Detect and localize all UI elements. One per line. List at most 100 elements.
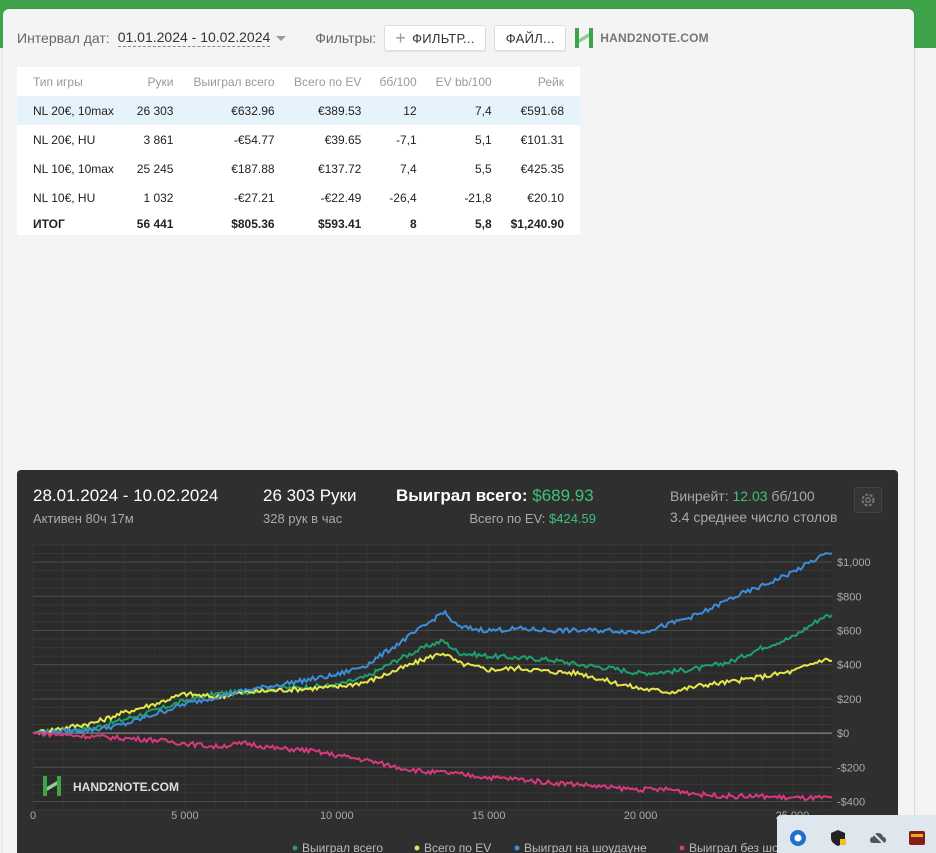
graph-winrate-label: Винрейт: <box>670 488 729 504</box>
cell-won: $805.36 <box>231 216 275 231</box>
chart-y-tick-label: $200 <box>837 694 861 706</box>
chart-watermark-logo: HAND2NOTE.COM <box>43 776 179 796</box>
cell-hands: 3 861 <box>143 132 174 147</box>
toolbar: Интервал дат: 01.01.2024 - 10.02.2024 Фи… <box>17 24 709 52</box>
chart-plot-area <box>33 545 832 810</box>
chart-series-line <box>32 552 833 736</box>
cell-won: -€27.21 <box>233 190 275 205</box>
chart-y-tick-label: $600 <box>837 625 861 637</box>
cell-ev: -€22.49 <box>320 190 362 205</box>
chart-legend-label: Всего по EV <box>424 841 491 853</box>
col-won[interactable]: Выиграл всего <box>193 74 275 89</box>
table-row[interactable]: NL 10€, 10max 25 245 €187.88 €137.72 7,4… <box>17 154 580 183</box>
file-button-label: ФАЙЛ... <box>505 30 555 46</box>
chart-y-tick-label: $1,000 <box>837 557 871 569</box>
shield-icon[interactable] <box>829 829 847 847</box>
cloud-icon[interactable] <box>869 829 887 847</box>
cell-evbb100: -21,8 <box>464 190 492 205</box>
col-evbb100[interactable]: EV bb/100 <box>435 74 492 89</box>
logo-text: HAND2NOTE.COM <box>600 31 709 45</box>
background-strip <box>914 48 936 853</box>
chart-watermark-text: HAND2NOTE.COM <box>73 780 179 794</box>
cell-bb100: 7,4 <box>399 161 417 176</box>
cell-evbb100: 5,5 <box>474 161 492 176</box>
add-filter-label: ФИЛЬТР... <box>412 30 475 46</box>
cell-bb100: -7,1 <box>395 132 417 147</box>
table-header-row: Тип игры Руки Выиграл всего Всего по EV … <box>17 67 580 96</box>
cell-won: €187.88 <box>231 161 275 176</box>
chart-legend-label: Выиграл всего <box>302 841 383 853</box>
graph-won-label: Выиграл всего: <box>396 486 528 505</box>
chart-x-tick-label: 10 000 <box>320 810 354 822</box>
cell-bb100: 12 <box>377 96 433 126</box>
hand2note-logo-icon <box>43 776 47 796</box>
cell-hands: 26 303 <box>134 96 190 126</box>
session-graph-card: 28.01.2024 - 10.02.2024 Активен 80ч 17м … <box>17 470 898 853</box>
col-hands[interactable]: Руки <box>147 74 174 89</box>
graph-active-time: Активен 80ч 17м <box>33 511 134 526</box>
chart-x-tick-label: 5 000 <box>171 810 199 822</box>
profit-chart: -$400 -$200 $0 $200 $400 $600 $800 $1,000 0 5 000… <box>30 544 871 853</box>
cell-won: €632.96 <box>189 96 291 126</box>
cell-ev: $593.41 <box>317 216 362 231</box>
plus-icon: + <box>395 28 407 48</box>
cell-evbb100: 5,1 <box>474 132 492 147</box>
filters-label: Фильтры: <box>315 30 377 46</box>
chart-legend-marker <box>292 845 298 851</box>
cell-game: ИТОГ <box>33 216 65 231</box>
cell-hands: 56 441 <box>136 216 174 231</box>
cell-rake: €591.68 <box>507 96 580 126</box>
add-filter-button[interactable]: + ФИЛЬТР... <box>384 25 487 51</box>
graph-winrate-unit: бб/100 <box>771 488 815 504</box>
browser-icon[interactable] <box>789 829 807 847</box>
graph-date-range: 28.01.2024 - 10.02.2024 <box>33 486 219 505</box>
chart-series-line <box>32 730 833 802</box>
stats-table: Тип игры Руки Выиграл всего Всего по EV … <box>17 67 580 235</box>
table-row[interactable]: NL 20€, 10max 26 303 €632.96 €389.53 12 … <box>17 96 580 126</box>
cell-hands: 1 032 <box>143 190 174 205</box>
chart-x-tick-label: 20 000 <box>624 810 658 822</box>
cell-hands: 25 245 <box>136 161 174 176</box>
col-game-type[interactable]: Тип игры <box>33 74 83 89</box>
app-icon[interactable] <box>908 829 926 847</box>
hand2note-logo: HAND2NOTE.COM <box>574 27 709 49</box>
chart-legend-marker <box>414 845 420 851</box>
cell-evbb100: 7,4 <box>432 96 508 126</box>
chevron-down-icon[interactable] <box>276 35 287 41</box>
graph-avg-tables: 3.4 среднее число столов <box>670 509 838 525</box>
graph-ev-label: Всего по EV: <box>469 511 546 526</box>
chart-x-tick-label: 0 <box>30 810 36 822</box>
date-range-select[interactable]: 01.01.2024 - 10.02.2024 <box>117 29 271 47</box>
col-ev[interactable]: Всего по EV <box>294 74 362 89</box>
chart-y-tick-label: $400 <box>837 660 861 672</box>
cell-rake: €425.35 <box>520 161 564 176</box>
table-total-row: ИТОГ 56 441 $805.36 $593.41 8 5,8 $1,240… <box>17 212 580 235</box>
col-rake[interactable]: Рейк <box>537 74 564 89</box>
graph-hands-rate: 328 рук в час <box>263 511 343 526</box>
graph-winrate: Винрейт: 12.03 бб/100 <box>670 488 815 504</box>
hand2note-logo-icon <box>575 28 594 48</box>
cell-evbb100: 5,8 <box>474 216 492 231</box>
graph-hands: 26 303 Руки <box>263 486 357 505</box>
hand2note-logo-icon <box>47 781 57 791</box>
chart-y-tick-label: $0 <box>837 728 849 740</box>
system-tray <box>777 815 936 853</box>
table-row[interactable]: NL 10€, HU 1 032 -€27.21 -€22.49 -26,4 -… <box>17 183 580 212</box>
graph-ev-value: $424.59 <box>549 511 596 526</box>
chart-legend-label: Выиграл на шоудауне <box>524 841 647 853</box>
chart-legend-marker <box>514 845 520 851</box>
col-bb100[interactable]: бб/100 <box>379 74 417 89</box>
file-button[interactable]: ФАЙЛ... <box>494 25 567 51</box>
cell-game: NL 10€, 10max <box>33 161 114 176</box>
cell-ev: €39.65 <box>324 132 362 147</box>
graph-settings-button[interactable] <box>854 487 882 513</box>
table-row[interactable]: NL 20€, HU 3 861 -€54.77 €39.65 -7,1 5,1… <box>17 125 580 154</box>
gear-icon <box>861 493 875 507</box>
cell-rake: €101.31 <box>520 132 564 147</box>
graph-winrate-value: 12.03 <box>732 488 768 504</box>
chart-y-tick-label: $800 <box>837 591 861 603</box>
graph-won-value: $689.93 <box>532 486 594 505</box>
graph-won-total: Выиграл всего: $689.93 <box>396 486 594 506</box>
cell-game: NL 20€, 10max <box>17 96 135 126</box>
cell-rake: $1,240.90 <box>510 216 564 231</box>
